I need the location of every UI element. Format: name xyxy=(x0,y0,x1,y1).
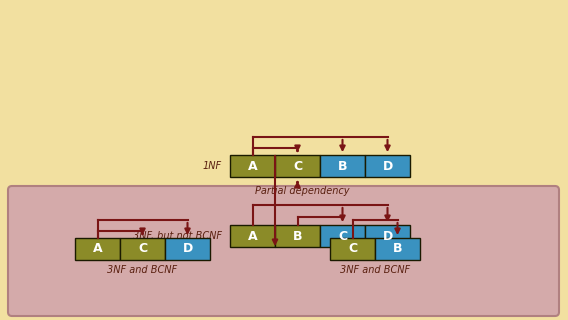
Text: 3NF and BCNF: 3NF and BCNF xyxy=(340,265,410,275)
Text: B: B xyxy=(293,229,302,243)
Text: A: A xyxy=(248,159,257,172)
Text: 3NF, but not BCNF: 3NF, but not BCNF xyxy=(133,231,222,241)
Bar xyxy=(120,238,165,260)
Bar xyxy=(275,155,320,177)
Bar xyxy=(230,155,275,177)
Bar xyxy=(320,225,365,247)
Bar xyxy=(330,238,375,260)
Bar xyxy=(320,155,365,177)
Text: A: A xyxy=(248,229,257,243)
Text: 1NF: 1NF xyxy=(203,161,222,171)
Text: C: C xyxy=(293,159,302,172)
Text: B: B xyxy=(338,159,347,172)
Text: Partial dependency: Partial dependency xyxy=(255,186,350,196)
Bar xyxy=(165,238,210,260)
Bar xyxy=(230,225,275,247)
Text: 3NF and BCNF: 3NF and BCNF xyxy=(107,265,178,275)
Text: D: D xyxy=(382,229,392,243)
Bar xyxy=(365,155,410,177)
Bar xyxy=(75,238,120,260)
Text: C: C xyxy=(138,243,147,255)
Text: A: A xyxy=(93,243,102,255)
Text: C: C xyxy=(348,243,357,255)
FancyBboxPatch shape xyxy=(8,186,559,316)
Bar xyxy=(375,238,420,260)
Text: D: D xyxy=(182,243,193,255)
Text: D: D xyxy=(382,159,392,172)
Text: B: B xyxy=(392,243,402,255)
Bar xyxy=(275,225,320,247)
Text: C: C xyxy=(338,229,347,243)
Bar xyxy=(365,225,410,247)
